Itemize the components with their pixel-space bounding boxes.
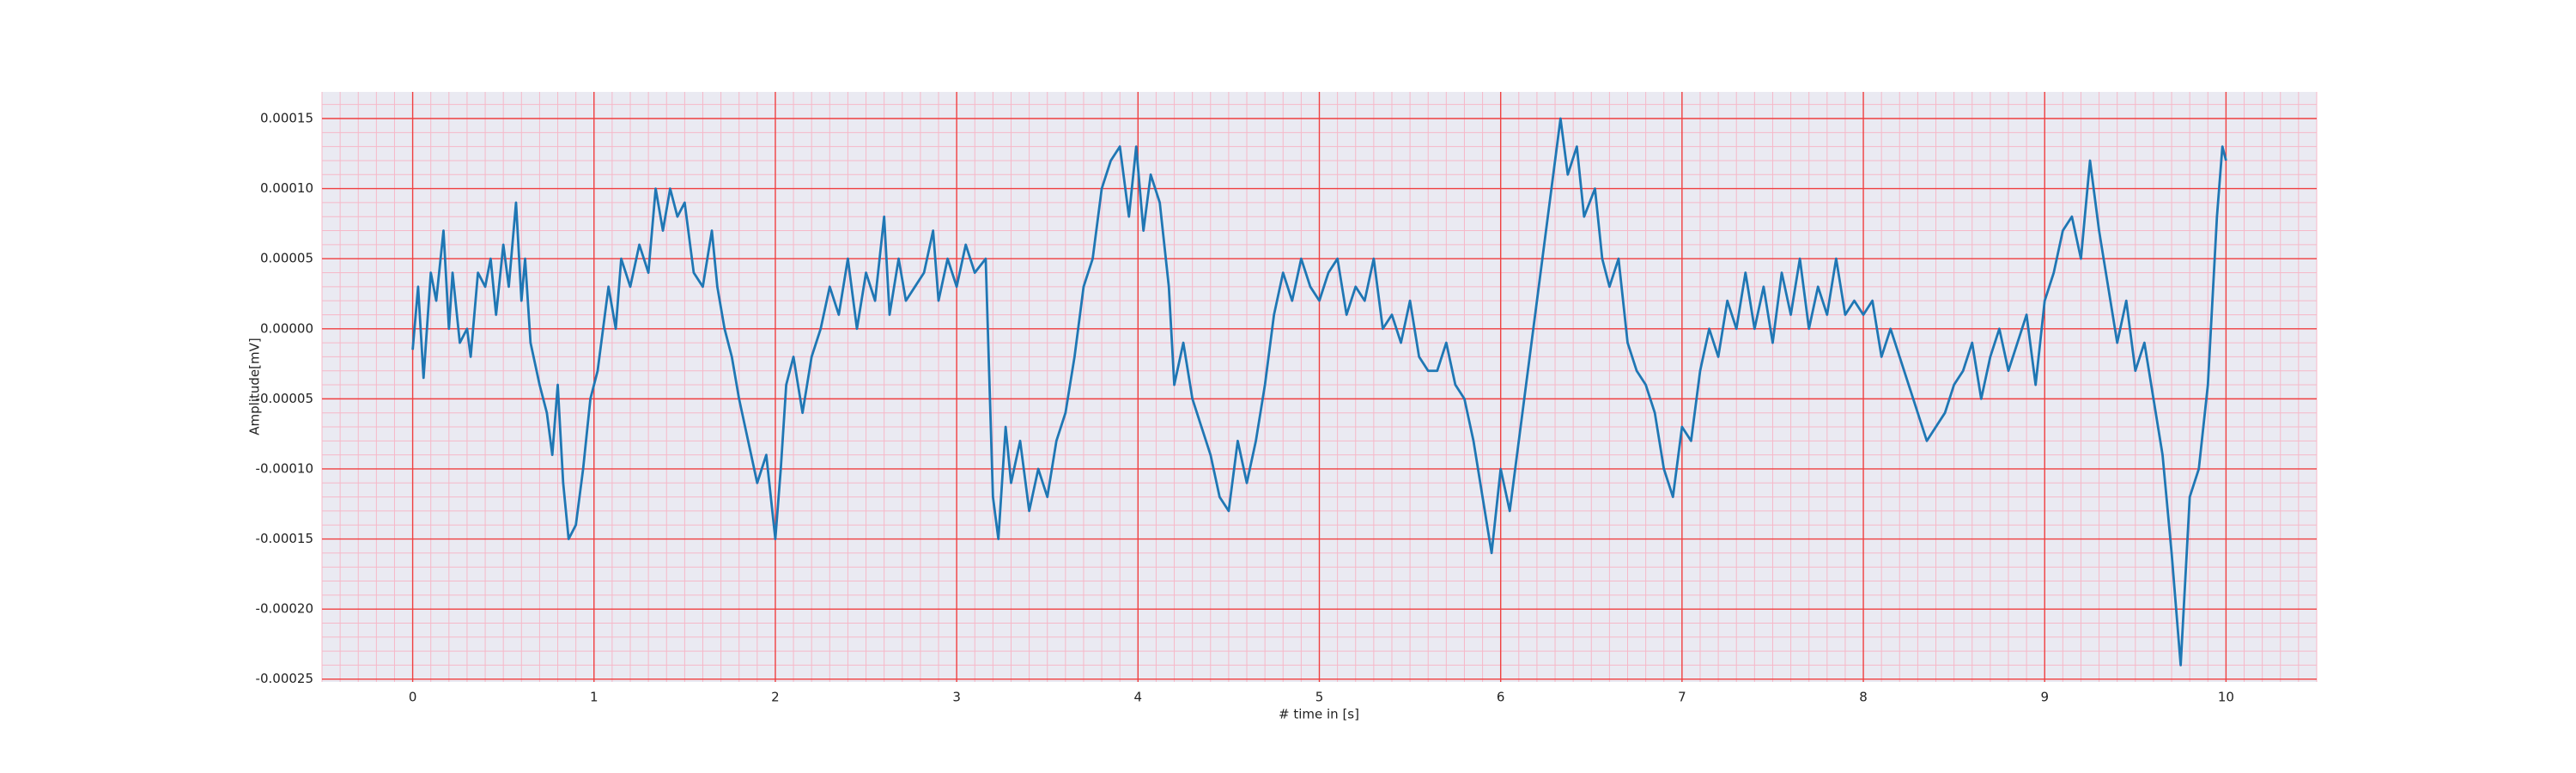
y-tick-label: -0.00005 xyxy=(256,391,313,406)
x-tick-label: 4 xyxy=(1134,690,1143,705)
y-tick-label: -0.00015 xyxy=(256,531,313,546)
signal-line xyxy=(411,117,2227,666)
x-tick-label: 7 xyxy=(1678,690,1686,705)
x-tick-label: 2 xyxy=(771,690,780,705)
x-axis-label: # time in [s] xyxy=(1279,707,1359,722)
y-tick-label: -0.00010 xyxy=(256,460,313,476)
y-tick-label: 0.00000 xyxy=(260,320,313,336)
x-tick-label: 10 xyxy=(2218,690,2234,705)
x-tick-label: 1 xyxy=(590,690,598,705)
data-layer xyxy=(411,117,2227,666)
y-axis-label: Amplitude[mV] xyxy=(247,338,263,435)
y-tick-label: -0.00025 xyxy=(256,671,313,686)
x-tick-label: 8 xyxy=(1859,690,1868,705)
x-tick-label: 9 xyxy=(2040,690,2049,705)
y-tick-label: 0.00010 xyxy=(260,180,313,196)
y-tick-label: 0.00005 xyxy=(260,251,313,266)
x-tick-label: 6 xyxy=(1497,690,1505,705)
y-tick-label: -0.00020 xyxy=(256,601,313,617)
x-tick-label: 0 xyxy=(409,690,417,705)
x-tick-label: 3 xyxy=(952,690,961,705)
y-tick-label: 0.00015 xyxy=(260,111,313,126)
x-tick-label: 5 xyxy=(1315,690,1324,705)
